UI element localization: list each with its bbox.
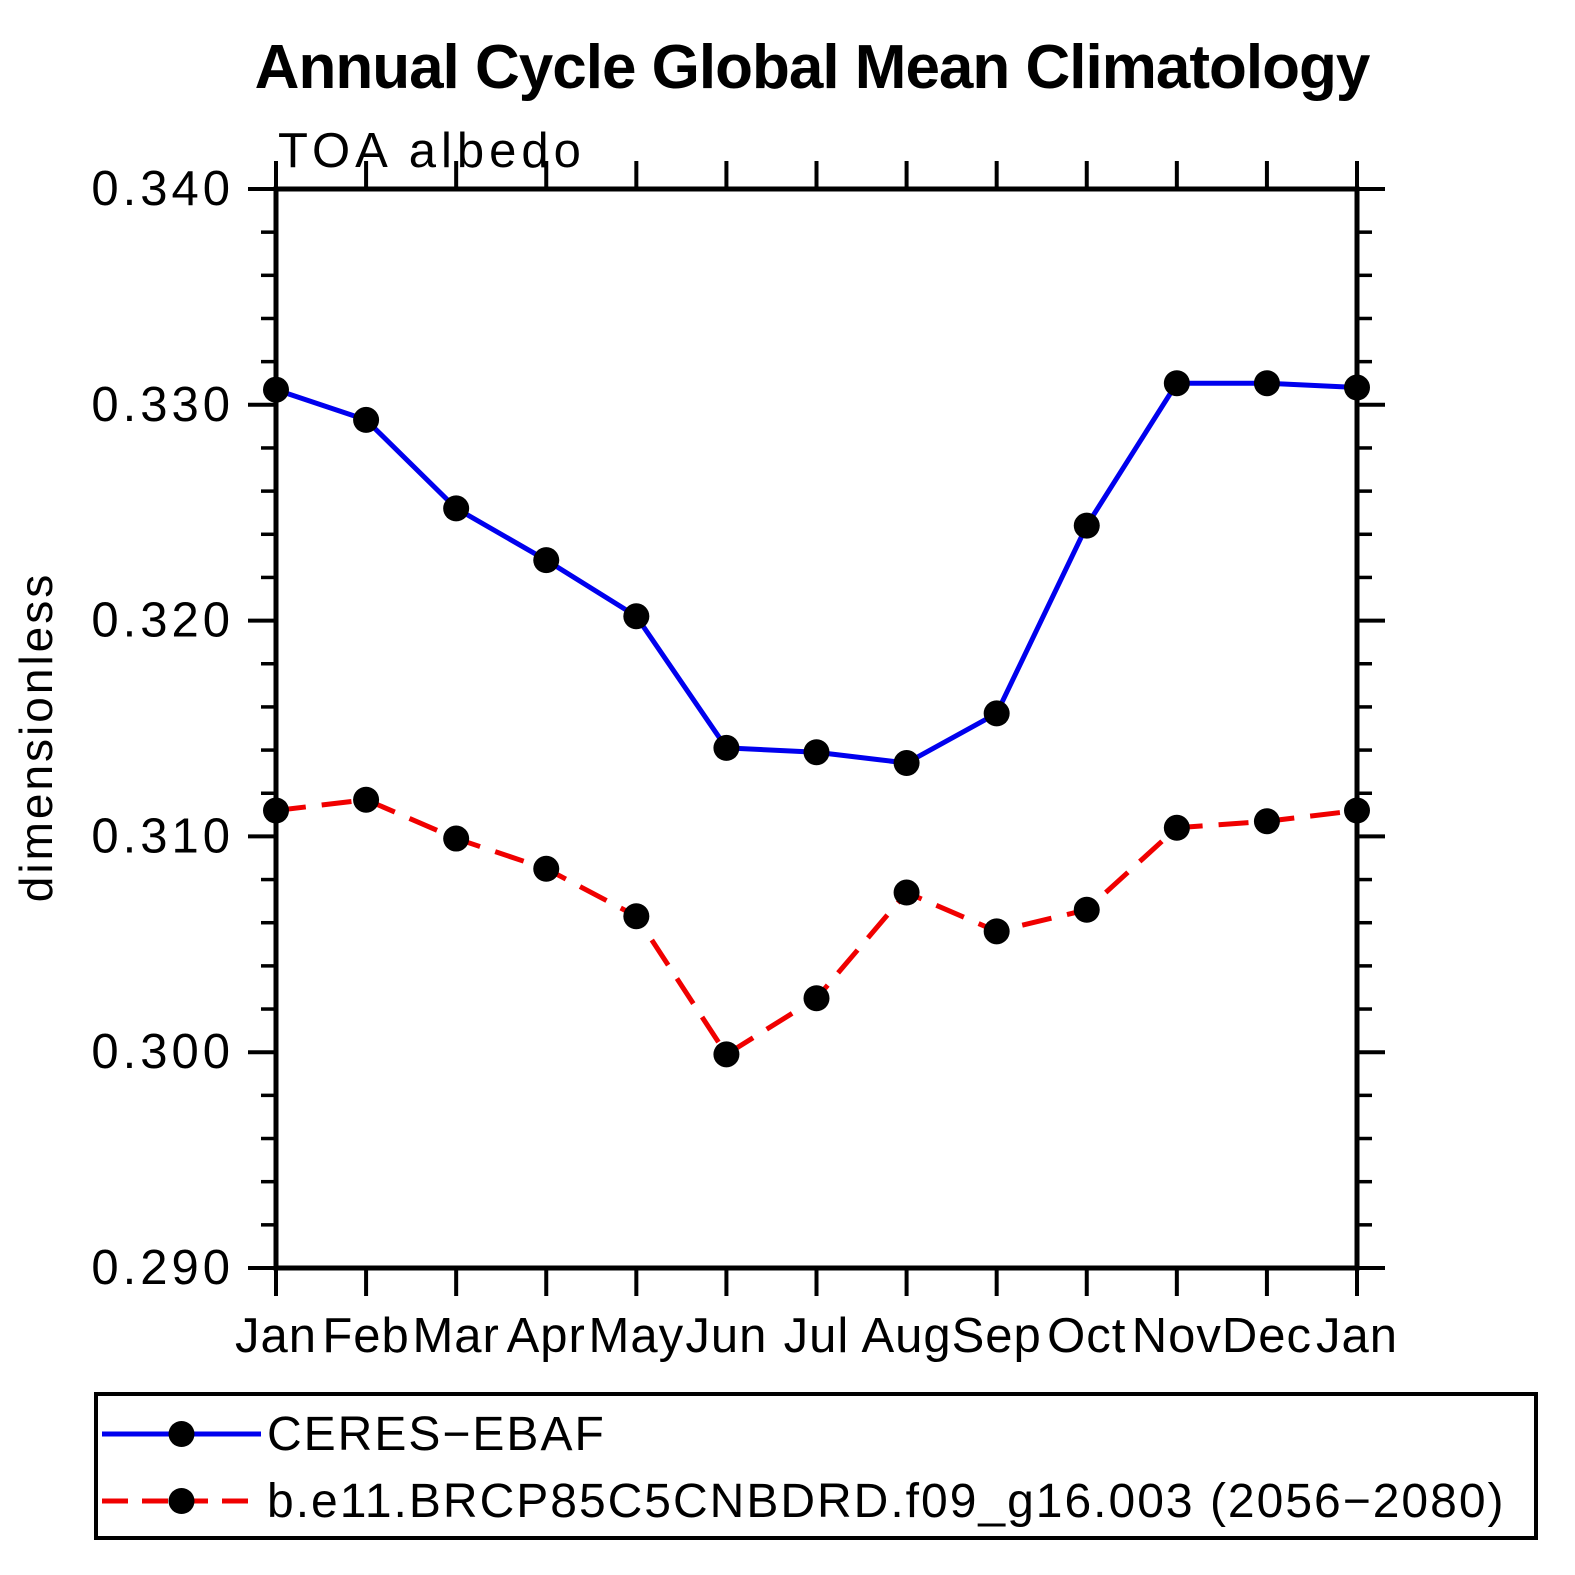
legend-marker <box>168 1488 195 1514</box>
data-point <box>1344 797 1370 824</box>
data-point <box>623 903 650 930</box>
plot-area: Jan Feb Mar Apr May Jun Jul Aug Sep Oct Nov Dec Jan0… <box>91 161 1398 1363</box>
y-tick-label: 0.340 <box>91 162 234 216</box>
x-tick-label: Mar <box>412 1309 499 1363</box>
series-line <box>275 797 1358 1057</box>
data-point <box>443 825 470 852</box>
legend-label: b.e11.BRCP85C5CNBDRD.f09_g16.003 (2056−2… <box>267 1475 1506 1528</box>
x-tick-label: Apr <box>507 1309 586 1363</box>
y-axis-label: dimensionless <box>10 572 62 902</box>
x-tick-label: Jan <box>235 1309 317 1363</box>
x-tick-label: Nov <box>1132 1309 1222 1363</box>
data-point <box>263 797 289 824</box>
y-tick-label: 0.290 <box>91 1241 234 1295</box>
data-point <box>263 376 289 403</box>
legend: CERES−EBAF b.e11.BRCP85C5CNBDRD.f09_g16.0… <box>94 1392 1538 1540</box>
data-point <box>623 603 650 630</box>
data-point <box>353 786 380 813</box>
data-point <box>1253 808 1280 835</box>
y-tick-label: 0.300 <box>91 1025 234 1079</box>
y-tick-label: 0.330 <box>91 378 234 432</box>
plot-frame <box>273 186 1360 1271</box>
data-point <box>893 750 920 777</box>
x-tick-label: Jun <box>685 1309 767 1363</box>
x-tick-label: May <box>589 1309 685 1363</box>
x-tick-label: Jul <box>784 1309 850 1363</box>
data-point <box>803 739 830 766</box>
data-point <box>983 918 1010 945</box>
data-point <box>533 855 560 882</box>
data-point <box>1344 374 1370 401</box>
x-tick-label: Aug <box>861 1309 951 1363</box>
data-point <box>1163 814 1190 841</box>
x-tick-label: Feb <box>322 1309 409 1363</box>
data-point <box>353 406 380 433</box>
data-point <box>443 495 470 522</box>
legend-label: CERES−EBAF <box>267 1408 606 1461</box>
data-point <box>713 734 740 761</box>
data-point <box>1073 896 1100 923</box>
x-tick-label: Jan <box>1316 1309 1398 1363</box>
data-point <box>1253 370 1280 397</box>
y-tick-label: 0.310 <box>91 809 234 863</box>
legend-marker <box>168 1421 195 1447</box>
x-tick-label: Oct <box>1047 1309 1126 1363</box>
legend-box <box>94 1392 1538 1540</box>
series-line <box>275 380 1358 766</box>
y-tick-label: 0.320 <box>91 594 234 648</box>
data-point <box>533 547 560 574</box>
data-point <box>1163 370 1190 397</box>
data-point <box>1073 512 1100 539</box>
data-point <box>713 1041 740 1068</box>
data-point <box>893 879 920 906</box>
data-point <box>803 985 830 1012</box>
chart-title: Annual Cycle Global Mean Climatology <box>255 33 1371 102</box>
x-tick-label: Dec <box>1222 1309 1312 1363</box>
x-tick-label: Sep <box>952 1309 1042 1363</box>
chart-subtitle: TOA albedo <box>278 124 586 178</box>
data-point <box>983 700 1010 727</box>
